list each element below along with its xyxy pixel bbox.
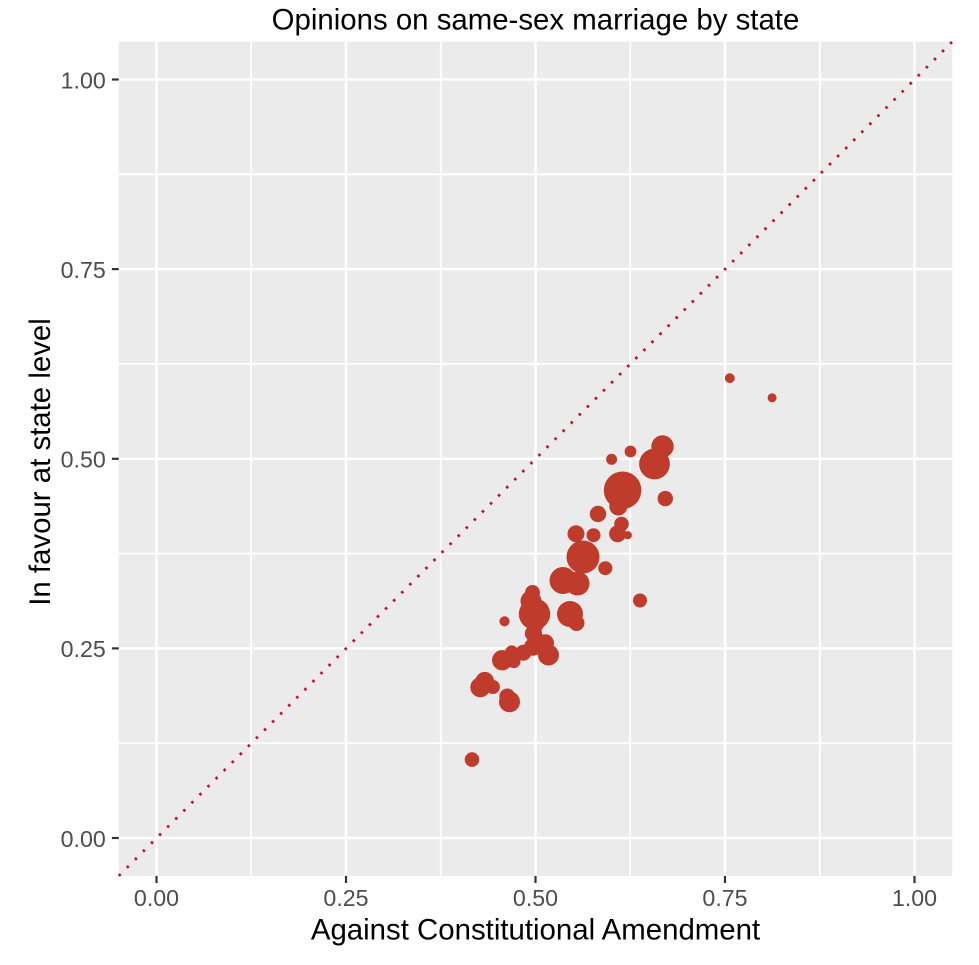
svg-text:1.00: 1.00 (892, 885, 937, 911)
svg-text:0.00: 0.00 (134, 885, 179, 911)
svg-text:1.00: 1.00 (61, 67, 106, 93)
svg-text:0.50: 0.50 (61, 447, 106, 473)
svg-text:0.75: 0.75 (702, 885, 747, 911)
svg-text:0.25: 0.25 (61, 636, 106, 662)
svg-text:Opinions on same-sex marriage: Opinions on same-sex marriage by state (272, 3, 800, 36)
svg-text:0.00: 0.00 (61, 826, 106, 852)
svg-text:In favour at state level: In favour at state level (24, 318, 57, 606)
svg-text:0.50: 0.50 (513, 885, 558, 911)
svg-text:Against Constitutional Amendme: Against Constitutional Amendment (311, 913, 760, 946)
svg-text:0.75: 0.75 (61, 257, 106, 283)
svg-text:0.25: 0.25 (323, 885, 368, 911)
